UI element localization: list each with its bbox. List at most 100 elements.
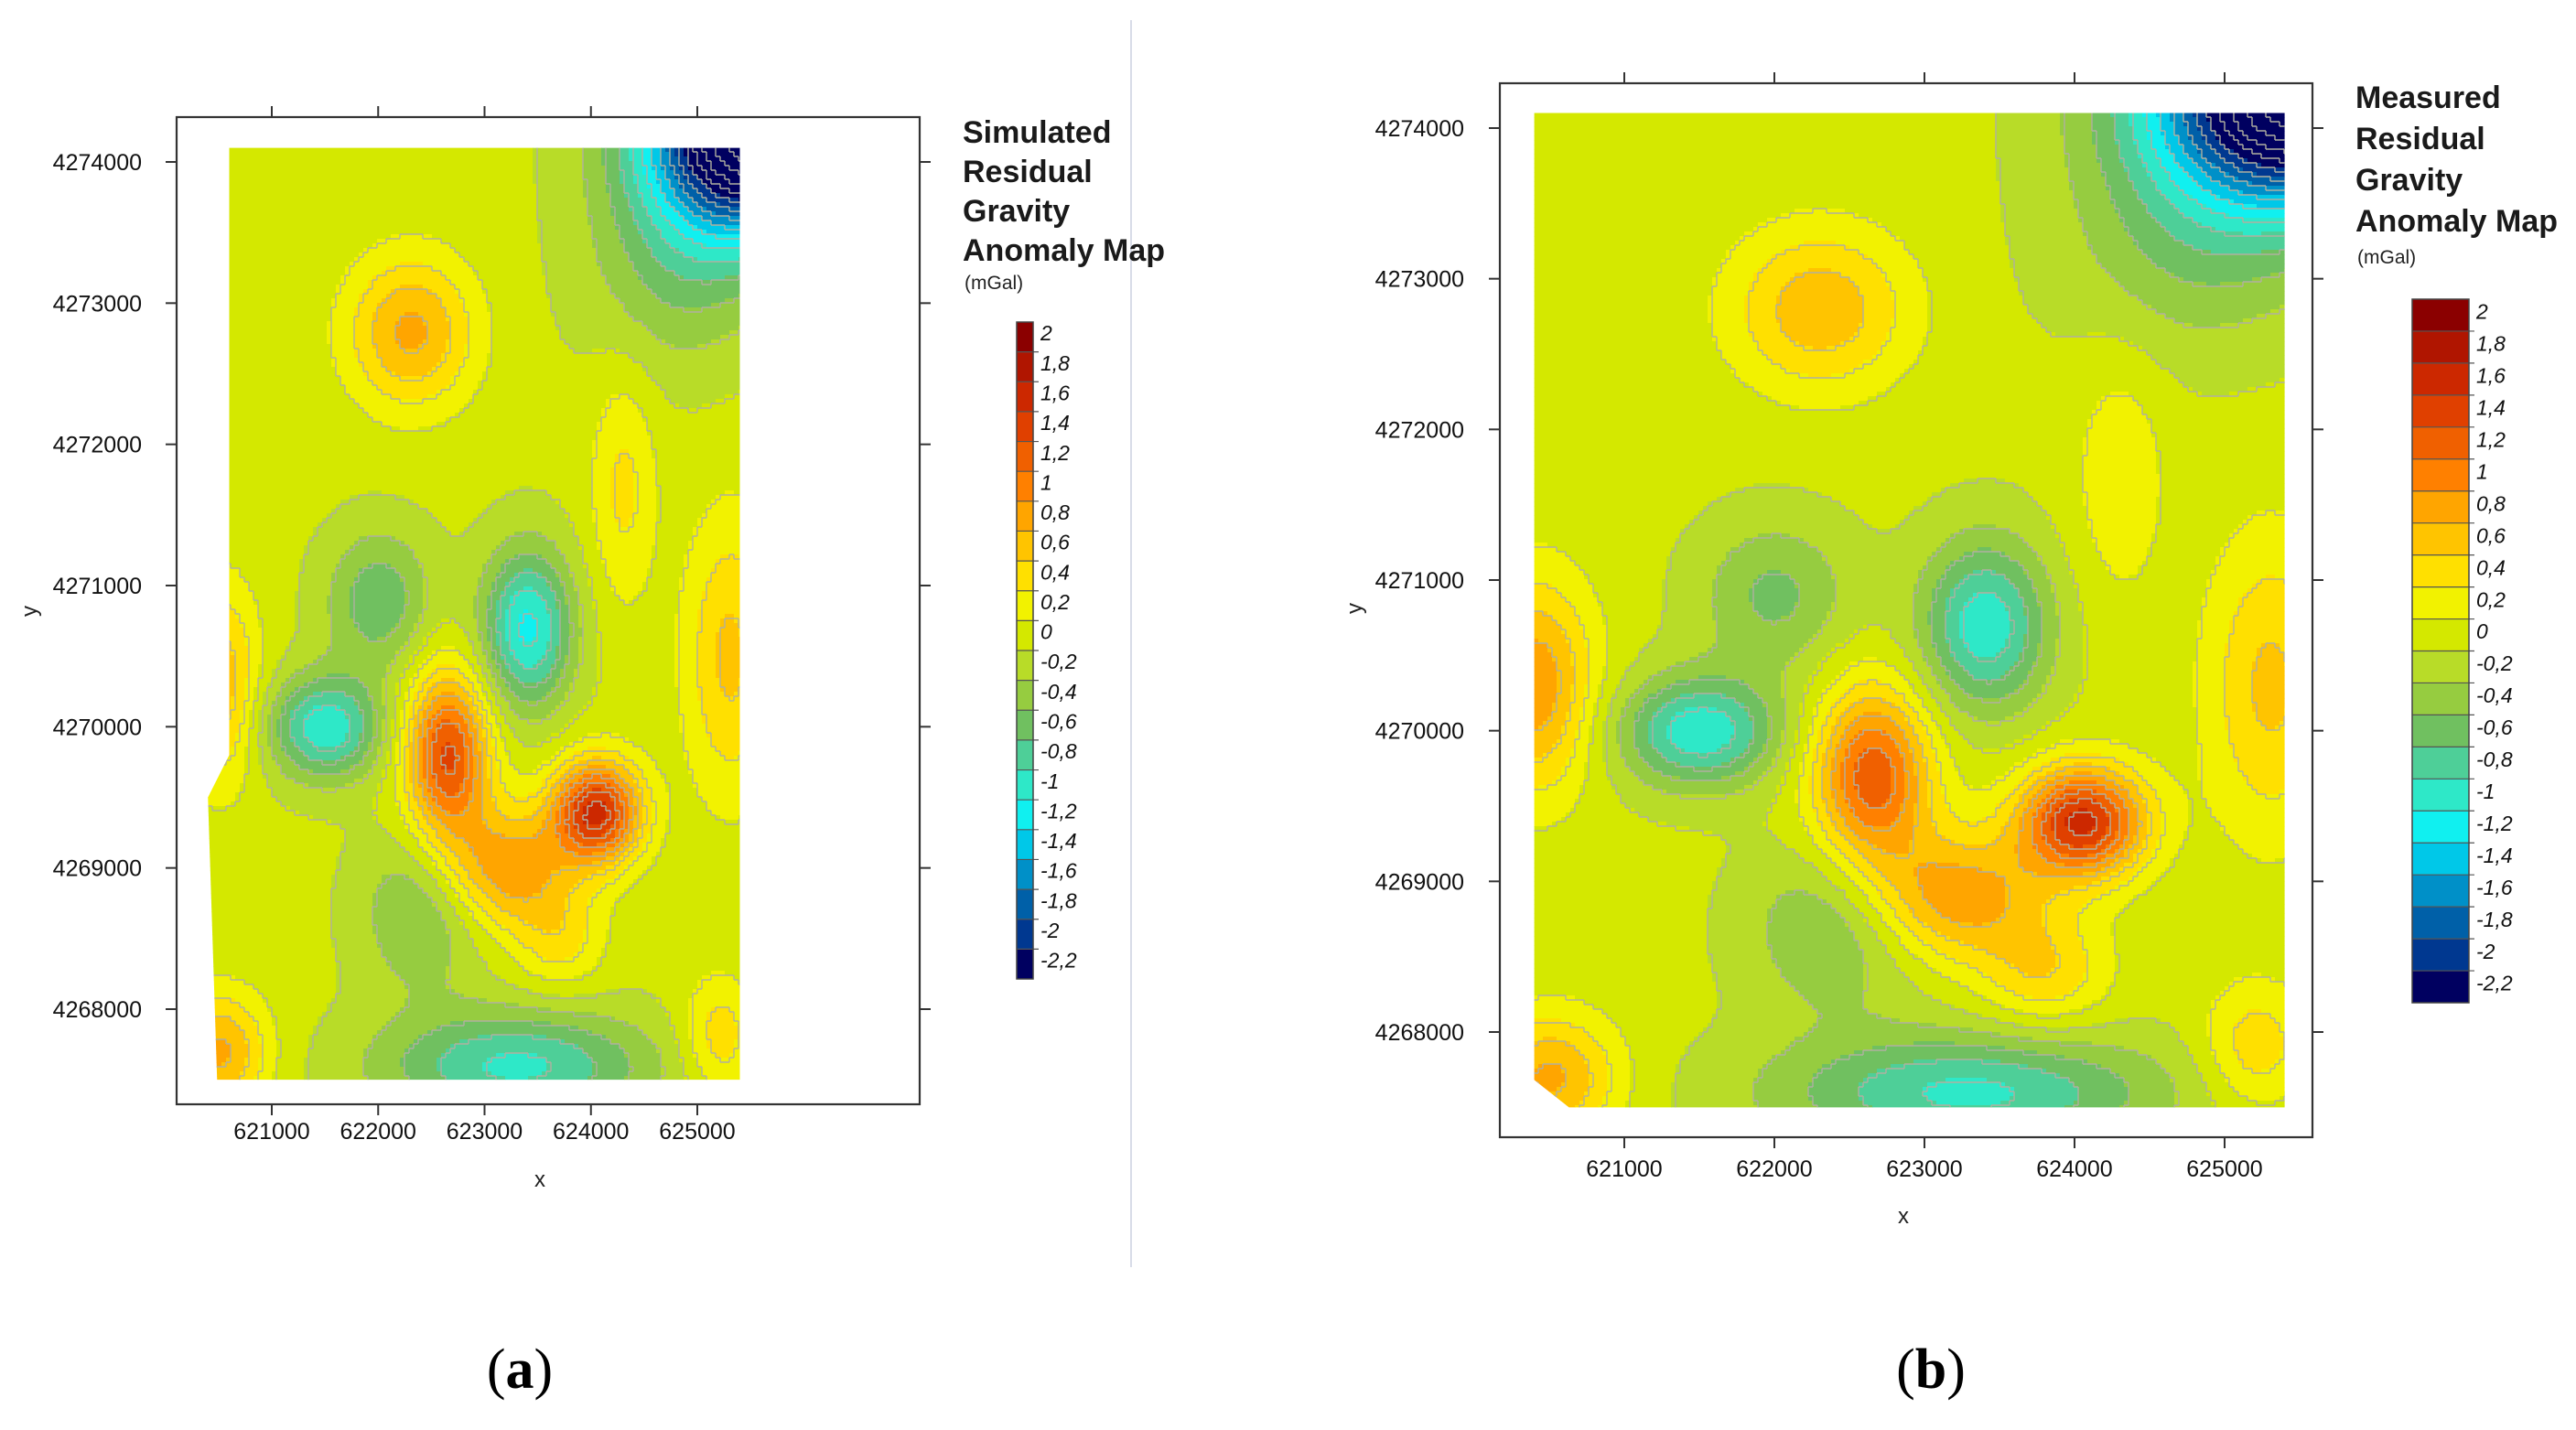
contour-cell: [546, 641, 561, 647]
contour-cell: [693, 198, 707, 203]
contour-cell: [1781, 680, 1809, 685]
contour-cell: [2087, 515, 2157, 521]
contour-cell: [1767, 767, 1786, 772]
contour-cell: [1945, 597, 1969, 603]
contour-cell: [427, 509, 483, 514]
contour-cell: [377, 888, 424, 894]
contour-cell: [734, 1012, 740, 1017]
contour-cell: [620, 175, 634, 180]
contour-cell: [1996, 524, 2052, 530]
contour-cell: [469, 637, 479, 642]
contour-cell: [1845, 689, 1896, 694]
contour-cell: [1913, 661, 1928, 667]
contour-cell: [642, 801, 652, 807]
contour-cell: [2023, 643, 2038, 649]
contour-cell: [1913, 625, 1933, 630]
contour-cell: [2243, 318, 2285, 324]
contour-cell: [642, 792, 652, 798]
contour-cell: [1534, 547, 1557, 553]
contour-cell: [638, 193, 652, 199]
contour-cell: [533, 156, 584, 162]
contour-cell: [414, 788, 424, 793]
contour-cell: [354, 623, 396, 629]
contour-cell: [684, 554, 721, 560]
contour-cell: [418, 774, 424, 780]
contour-cell: [1758, 753, 1777, 758]
contour-cell: [482, 811, 501, 816]
contour-cell: [441, 719, 451, 725]
contour-cell: [729, 1053, 740, 1059]
contour-cell: [1927, 305, 2029, 310]
contour-cell: [295, 600, 328, 606]
contour-cell: [1923, 748, 1933, 754]
contour-cell: [2257, 648, 2280, 653]
contour-cell: [322, 1012, 396, 1017]
contour-cell: [1639, 748, 1658, 754]
contour-cell: [2147, 209, 2180, 214]
contour-cell: [208, 344, 332, 349]
contour-cell: [2197, 634, 2230, 640]
contour-cell: [1749, 291, 1782, 296]
contour-cell: [1827, 716, 1837, 722]
contour-cell: [1566, 712, 1580, 717]
contour-cell: [354, 541, 405, 546]
contour-cell: [372, 1035, 419, 1040]
contour-cell: [551, 769, 566, 775]
contour-cell: [1822, 492, 1933, 498]
contour-cell: [1570, 684, 1585, 690]
contour-cell: [372, 701, 383, 706]
contour-cell: [1767, 707, 1786, 713]
contour-cell: [354, 701, 373, 706]
colorbar-swatch: [1017, 800, 1033, 831]
contour-cell: [1676, 661, 1786, 667]
contour-cell: [1625, 666, 1667, 672]
contour-cell: [2147, 117, 2161, 123]
contour-cell: [679, 596, 703, 601]
contour-cell: [2197, 753, 2235, 758]
contour-cell: [1927, 684, 1942, 690]
contour-cell: [354, 779, 383, 784]
contour-cell: [464, 742, 474, 747]
contour-cell: [2197, 730, 2230, 736]
contour-cell: [656, 760, 689, 766]
contour-cell: [350, 609, 405, 615]
contour-cell: [336, 870, 428, 876]
contour-cell: [450, 866, 465, 871]
contour-cell: [1735, 771, 1763, 777]
contour-cell: [331, 934, 378, 940]
contour-cell: [638, 806, 643, 812]
colorbar-swatch: [1017, 739, 1033, 771]
contour-cell: [652, 445, 740, 450]
contour-cell: [1758, 533, 1791, 539]
contour-cell: [574, 975, 703, 981]
contour-cell: [2051, 520, 2088, 525]
contour-cell: [2197, 625, 2230, 630]
contour-cell: [587, 701, 680, 706]
contour-cell: [432, 650, 460, 656]
contour-cell: [1945, 616, 1960, 621]
contour-cell: [2101, 556, 2148, 562]
contour-cell: [2202, 616, 2235, 621]
contour-cell: [441, 820, 483, 825]
contour-cell: [688, 769, 740, 775]
contour-cell: [711, 303, 740, 308]
contour-cell: [336, 564, 369, 569]
contour-cell: [2129, 117, 2148, 123]
contour-cell: [1749, 739, 1768, 745]
contour-cell: [555, 568, 570, 574]
contour-cell: [1616, 721, 1635, 726]
contour-cell: [674, 664, 698, 670]
plot-frame-a: 621000 622000 623000 624000 6250004268000426…: [53, 106, 1077, 1145]
contour-cell: [1552, 707, 1571, 713]
contour-cell: [2206, 588, 2248, 594]
contour-cell: [661, 838, 740, 844]
contour-cell: [1964, 478, 2006, 484]
contour-cell: [487, 303, 552, 308]
contour-cell: [290, 710, 309, 715]
contour-cell: [1607, 776, 1640, 781]
contour-cell: [1534, 771, 1562, 777]
contour-cell: [1923, 657, 1942, 662]
contour-cell: [697, 673, 717, 679]
contour-cell: [606, 399, 634, 404]
contour-cell: [1964, 666, 2010, 672]
